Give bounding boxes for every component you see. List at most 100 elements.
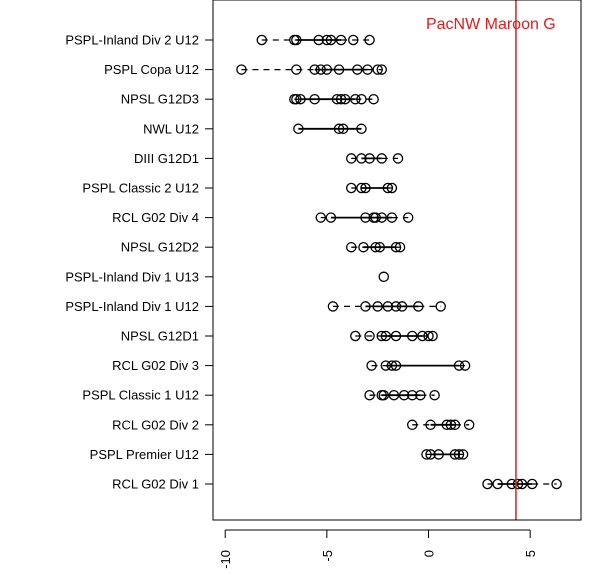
data-point (376, 330, 388, 342)
data-point (350, 93, 361, 105)
data-point (406, 389, 418, 401)
data-point (386, 182, 398, 194)
data-point (398, 389, 410, 401)
y-tick-label: PSPL Premier U12 (90, 447, 199, 462)
data-row (256, 34, 375, 46)
y-tick-label: NPSL G12D2 (121, 240, 199, 255)
y-tick-label: NPSL G12D3 (121, 92, 199, 107)
data-row (378, 271, 390, 283)
data-point (364, 330, 375, 342)
data-point (348, 34, 359, 46)
data-point (362, 64, 373, 75)
data-point (386, 212, 398, 223)
data-row (315, 212, 414, 223)
data-row (346, 153, 404, 164)
data-point (309, 93, 320, 105)
data-point (368, 93, 379, 105)
data-point (382, 301, 394, 312)
data-point (492, 478, 503, 490)
data-row (421, 449, 469, 460)
data-point (382, 182, 394, 194)
data-point (406, 330, 418, 342)
y-tick-label: PSPL Copa U12 (104, 62, 199, 77)
data-point (370, 212, 381, 223)
data-point (321, 64, 333, 75)
data-point (236, 64, 247, 75)
data-point (356, 93, 367, 105)
data-point (482, 478, 493, 490)
data-point (378, 271, 390, 283)
data-point (295, 93, 306, 105)
data-row (406, 419, 475, 431)
data-point (346, 241, 357, 253)
data-point (388, 389, 400, 401)
data-row (482, 478, 562, 490)
y-tick-label: NWL U12 (143, 121, 199, 136)
data-point (453, 449, 465, 460)
data-point (339, 93, 351, 105)
y-tick-label: PSPL Classic 1 U12 (82, 388, 199, 403)
data-point (459, 360, 471, 371)
data-row (366, 360, 471, 371)
data-point (291, 93, 302, 105)
data-point (392, 153, 404, 164)
data-point (402, 212, 414, 223)
data-point (390, 301, 402, 312)
data-point (356, 182, 367, 194)
plot-frame (212, 0, 582, 521)
data-point (441, 419, 453, 431)
y-tick-label: RCL G02 Div 3 (112, 358, 199, 373)
data-point (325, 34, 337, 46)
data-point (435, 301, 446, 312)
data-point (425, 449, 436, 460)
data-point (380, 330, 392, 342)
data-row (236, 64, 388, 75)
y-axis-ticks (205, 39, 213, 485)
data-point (433, 449, 444, 460)
data-point (406, 419, 418, 431)
data-point (356, 123, 367, 135)
y-tick-label: PSPL-Inland Div 2 U12 (65, 33, 199, 48)
data-point (417, 330, 428, 342)
data-point (413, 301, 424, 312)
data-point (360, 301, 371, 312)
data-point (370, 241, 381, 253)
data-point (463, 419, 475, 431)
y-tick-label: RCL G02 Div 2 (112, 417, 199, 432)
data-point (291, 64, 302, 75)
y-tick-label: PSPL-Inland Div 1 U13 (65, 269, 199, 284)
data-point (380, 360, 392, 371)
data-point (449, 449, 461, 460)
data-point (390, 360, 402, 371)
data-point (315, 64, 327, 75)
plot-rows (236, 34, 562, 490)
data-point (425, 419, 436, 431)
x-tick-label: -5 (320, 550, 335, 562)
y-tick-label: DIII G12D1 (134, 151, 199, 166)
reference-line-label: PacNW Maroon G (426, 16, 556, 33)
data-point (333, 64, 345, 75)
x-axis: -10 -5 0 5 (218, 529, 538, 569)
data-point (421, 449, 432, 460)
data-point (335, 93, 347, 105)
data-point (396, 301, 408, 312)
data-point (390, 330, 402, 342)
data-row (293, 123, 367, 135)
data-point (453, 360, 465, 371)
y-tick-label: PSPL Classic 2 U12 (82, 181, 199, 196)
x-tick-label: -10 (218, 550, 233, 569)
data-point (327, 301, 339, 312)
data-point (374, 241, 385, 253)
data-point (346, 153, 357, 164)
data-point (372, 301, 383, 312)
data-point (350, 330, 361, 342)
data-point (321, 34, 333, 46)
data-point (313, 34, 324, 46)
data-point (337, 123, 349, 135)
data-point (376, 153, 388, 164)
data-row (289, 93, 379, 105)
data-point (512, 478, 524, 490)
reference-line-group: PacNW Maroon G (426, 0, 556, 520)
data-point (394, 241, 406, 253)
data-point (526, 478, 538, 490)
